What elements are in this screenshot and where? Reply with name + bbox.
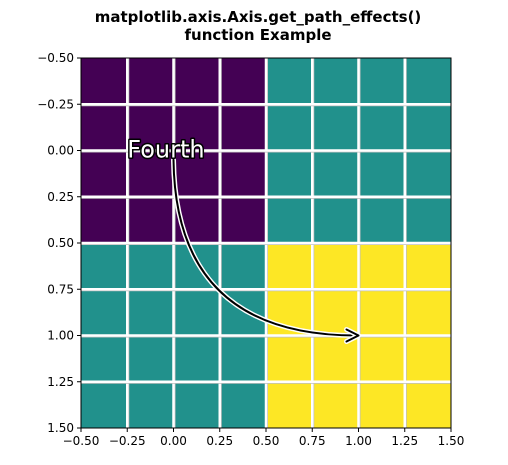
y-tick-label: −0.25 (37, 97, 74, 111)
x-tick-label: 1.25 (391, 434, 418, 448)
chart-subtitle: function Example (184, 26, 331, 44)
x-tick-label: 1.50 (438, 434, 465, 448)
annotation-text: Fourth (127, 136, 204, 164)
y-tick-label: 0.50 (47, 236, 74, 250)
chart-title: matplotlib.axis.Axis.get_path_effects() (95, 8, 422, 26)
x-tick-label: −0.25 (109, 434, 146, 448)
x-tick-label: −0.50 (63, 434, 100, 448)
x-tick-label: 0.75 (299, 434, 326, 448)
annotation-group: Fourth (126, 134, 361, 344)
annotation-arrowhead (345, 328, 360, 343)
x-tick-label: 1.00 (345, 434, 372, 448)
y-tick-label: 1.50 (47, 421, 74, 435)
x-axis: −0.50 −0.25 0.00 0.25 0.50 0.75 1.00 1.25 1.50 (63, 428, 465, 448)
x-tick-label: 0.25 (206, 434, 233, 448)
y-tick-label: 0.75 (47, 282, 74, 296)
y-tick-label: 0.25 (47, 190, 74, 204)
annotation-arrow (172, 158, 358, 337)
y-tick-label: 0.00 (47, 144, 74, 158)
y-tick-label: −0.50 (37, 51, 74, 65)
y-tick-label: 1.25 (47, 375, 74, 389)
y-tick-label: 1.00 (47, 329, 74, 343)
y-axis: −0.50 −0.25 0.00 0.25 0.50 0.75 1.00 1.25 1.50 (37, 51, 81, 435)
x-tick-label: 0.50 (253, 434, 280, 448)
grid-lines (81, 58, 451, 428)
x-tick-label: 0.00 (160, 434, 187, 448)
